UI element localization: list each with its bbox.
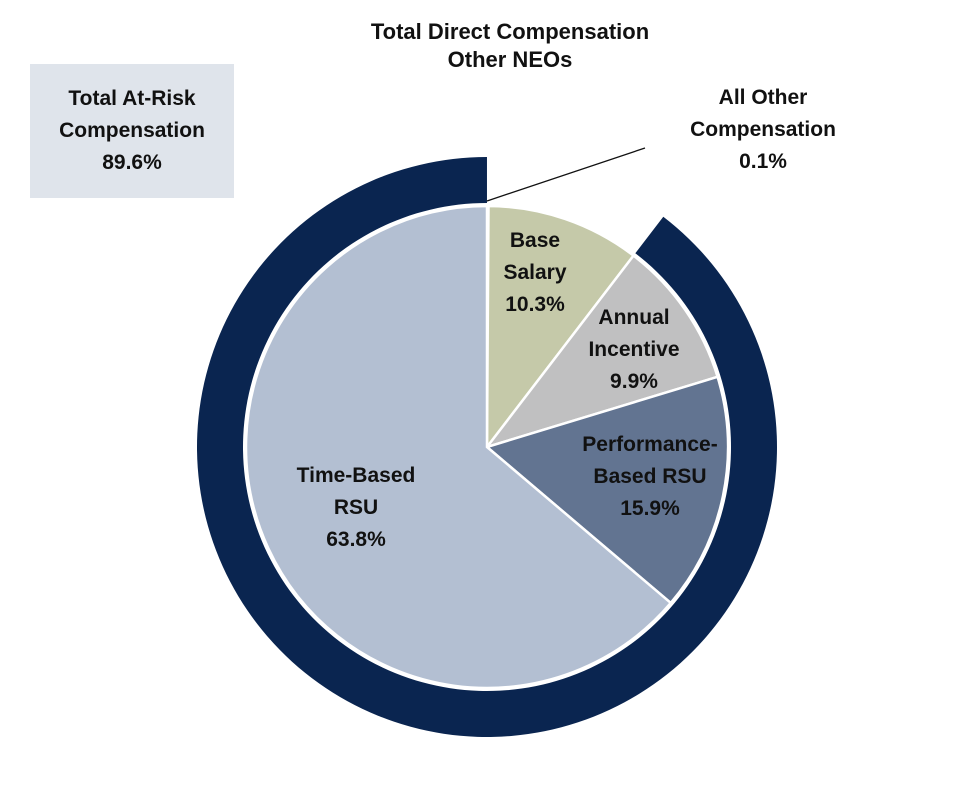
slice-label-time-based-rsu: Time-Based RSU 63.8% (297, 460, 416, 556)
label-line: Based RSU (593, 465, 707, 488)
slice-label-base-salary: Base Salary 10.3% (503, 225, 566, 321)
at-risk-value: 89.6% (102, 151, 162, 174)
slice-label-performance-rsu: Performance- Based RSU 15.9% (582, 429, 717, 525)
slice-time-based-rsu (244, 204, 673, 690)
label-line: Performance- (582, 433, 718, 456)
chart-title-line-1: Total Direct Compensation (370, 19, 650, 44)
label-line: All Other (718, 86, 808, 109)
label-line: Time-Based (296, 464, 416, 487)
label-value: 63.8% (326, 528, 386, 551)
label-value: 0.1% (739, 150, 787, 173)
at-risk-label-box: Total At-Risk Compensation 89.6% (30, 64, 234, 198)
label-line: Base (509, 229, 561, 252)
at-risk-label-line-2: Compensation (59, 119, 205, 142)
label-line: Compensation (690, 118, 836, 141)
label-line: Salary (503, 261, 567, 284)
slice-performance-rsu (484, 375, 730, 605)
label-line: RSU (333, 496, 379, 519)
label-line: Annual (598, 306, 670, 329)
label-value: 9.9% (610, 370, 658, 393)
slice-annual-incentive (483, 253, 720, 450)
label-line: Incentive (588, 338, 680, 361)
pie-slices (244, 204, 730, 690)
slice-label-all-other: All Other Compensation 0.1% (690, 82, 836, 178)
label-value: 10.3% (505, 293, 565, 316)
chart-title-line-2: Other NEOs (447, 47, 573, 72)
slice-label-annual-incentive: Annual Incentive 9.9% (588, 302, 679, 398)
label-value: 15.9% (620, 497, 680, 520)
chart-title: Total Direct Compensation Other NEOs (371, 18, 649, 74)
all-other-leader-line (486, 147, 646, 202)
slice-base-salary (485, 204, 636, 451)
at-risk-label-line-1: Total At-Risk (68, 87, 196, 110)
